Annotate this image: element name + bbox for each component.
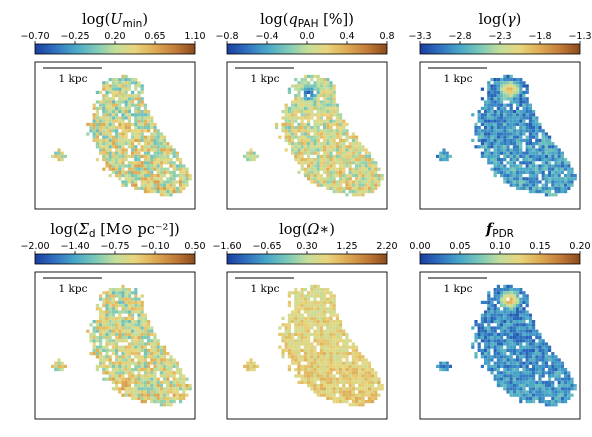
colorbar-tick-label: −2.8: [448, 31, 471, 42]
colorbar-tick-label: 0.0: [299, 31, 314, 42]
colorbar: [34, 253, 196, 265]
colorbar-tick-label: 0.65: [144, 31, 165, 42]
colorbar-tick-label: −0.70: [20, 31, 49, 42]
colorbar-tick-label: 0.00: [409, 241, 430, 252]
colorbar-tick-label: 0.05: [449, 241, 470, 252]
colorbar-tick-label: 2.20: [376, 241, 397, 252]
map-pixels: [243, 74, 384, 197]
colorbar-tick-label: −1.40: [60, 241, 89, 252]
panel-gamma: log(γ) −3.3 −2.8 −2.3 −1.8 −1.3 1 kpc: [408, 12, 592, 210]
colorbar: [34, 43, 196, 55]
colorbar: [226, 253, 388, 265]
colorbar-tick-label: 0.30: [296, 241, 317, 252]
colorbar-tick-label: −3.3: [408, 31, 431, 42]
panel-title: log(Umin): [82, 12, 148, 30]
colorbar-tick-label: −1.3: [568, 31, 591, 42]
panel-umin: log(Umin) −0.70 −0.25 0.20 0.65 1.10 1 kpc: [20, 12, 206, 210]
colorbar-tick-label: 0.15: [529, 241, 550, 252]
colorbar-tick-label: −0.25: [60, 31, 89, 42]
panel-title: fPDR: [485, 221, 514, 240]
map-pixels: [436, 74, 577, 197]
colorbar: [226, 43, 388, 55]
scale-bar-label: 1 kpc: [444, 73, 473, 85]
map-pixels: [51, 74, 192, 197]
colorbar-tick-label: −0.8: [215, 31, 238, 42]
map-pixels: [51, 284, 192, 407]
panel-title: log(γ): [479, 12, 522, 28]
colorbar-tick-label: −2.3: [488, 31, 511, 42]
colorbar-tick-label: −0.65: [252, 241, 281, 252]
colorbar-tick-label: 0.8: [379, 31, 394, 42]
scale-bar-label: 1 kpc: [444, 283, 473, 295]
colorbar-tick-label: −0.75: [100, 241, 129, 252]
colorbar-tick-label: −0.4: [255, 31, 278, 42]
map-pixels: [243, 284, 384, 407]
scale-bar-label: 1 kpc: [59, 283, 88, 295]
scale-bar-label: 1 kpc: [251, 283, 280, 295]
panel-omega: log(Ω∗) −1.60 −0.65 0.30 1.25 2.20 1 kpc: [212, 222, 398, 420]
colorbar-tick-label: −1.8: [528, 31, 551, 42]
panel-sigma_d: log(Σd [M⊙ pc⁻²])−2.00 −1.40 −0.75 −0.10 0.5…: [20, 222, 206, 420]
colorbar-tick-label: 1.10: [184, 31, 205, 42]
colorbar-tick-label: 0.10: [489, 241, 510, 252]
colorbar-tick-label: 1.25: [336, 241, 357, 252]
colorbar-tick-label: −2.00: [20, 241, 49, 252]
panel-title: log(qPAH [%]): [260, 12, 354, 30]
colorbar-tick-label: −0.10: [140, 241, 169, 252]
scale-bar-label: 1 kpc: [251, 73, 280, 85]
colorbar-tick-label: 0.4: [339, 31, 354, 42]
scale-bar-label: 1 kpc: [59, 73, 88, 85]
colorbar-tick-label: 0.50: [184, 241, 205, 252]
panel-title: log(Σd [M⊙ pc⁻²]): [50, 222, 179, 240]
colorbar-tick-label: 0.20: [104, 31, 125, 42]
colorbar: [419, 253, 581, 265]
colorbar-tick-label: 0.20: [569, 241, 590, 252]
colorbar: [419, 43, 581, 55]
colorbar-tick-label: −1.60: [212, 241, 241, 252]
map-pixels: [436, 284, 577, 407]
panel-title: log(Ω∗): [279, 222, 335, 238]
panel-qpah: log(qPAH [%]) −0.8 −0.4 0.0 0.4 0.8 1 kpc: [215, 12, 395, 210]
panel-fpdr: fPDR 0.00 0.05 0.10 0.15 0.20 1 kpc: [409, 221, 591, 420]
